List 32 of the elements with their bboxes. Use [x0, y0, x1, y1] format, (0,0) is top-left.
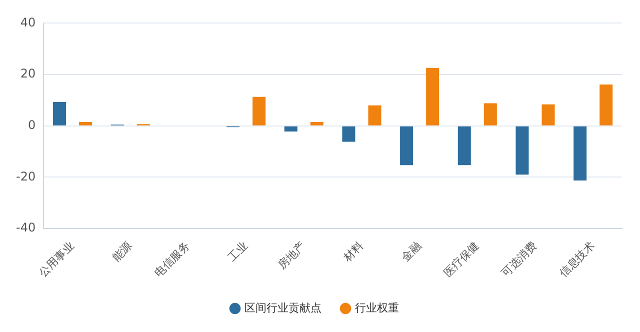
bar: [310, 122, 324, 126]
bar: [284, 126, 298, 132]
legend-label: 行业权重: [355, 301, 399, 314]
bar: [342, 126, 356, 142]
x-tick-label: 房地产: [275, 239, 308, 272]
bar: [516, 126, 529, 175]
x-tick-label: 工业: [225, 239, 250, 264]
bar: [79, 122, 92, 126]
x-tick-label: 信息技术: [556, 239, 598, 280]
bar: [252, 96, 266, 126]
x-tick-label: 可选消费: [499, 239, 540, 280]
y-tick-label: 0: [28, 118, 36, 132]
bar: [400, 126, 414, 166]
x-tick-label: 能源: [110, 239, 135, 264]
bar: [368, 105, 382, 126]
x-tick-label: 金融: [398, 239, 424, 264]
y-tick-label: -40: [16, 220, 36, 235]
legend-label: 区间行业贡献点: [244, 301, 322, 314]
x-tick-label: 电信服务: [152, 239, 192, 280]
y-tick-label: 20: [20, 66, 36, 81]
bar: [426, 68, 440, 126]
bar: [542, 104, 555, 126]
bar: [484, 103, 497, 126]
y-tick-label: -20: [16, 169, 36, 184]
x-tick-label: 材料: [340, 239, 366, 265]
y-tick-label: 40: [20, 15, 36, 30]
x-tick-label: 医疗保健: [441, 239, 482, 280]
bar: [600, 84, 613, 126]
bar: [574, 126, 587, 181]
bar: [53, 102, 66, 126]
x-tick-label: 公用事业: [36, 239, 77, 280]
bar: [458, 126, 471, 166]
